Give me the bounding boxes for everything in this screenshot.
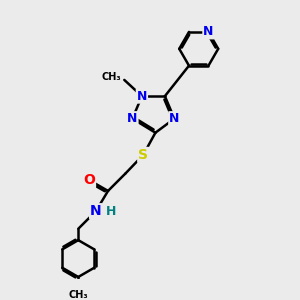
Text: N: N xyxy=(203,26,214,38)
Text: N: N xyxy=(169,112,179,125)
Text: S: S xyxy=(138,148,148,162)
Text: N: N xyxy=(127,112,138,125)
Text: N: N xyxy=(137,90,147,103)
Text: CH₃: CH₃ xyxy=(102,72,122,82)
Text: H: H xyxy=(106,205,116,218)
Text: O: O xyxy=(83,173,95,187)
Text: CH₃: CH₃ xyxy=(68,290,88,300)
Text: N: N xyxy=(90,204,102,218)
